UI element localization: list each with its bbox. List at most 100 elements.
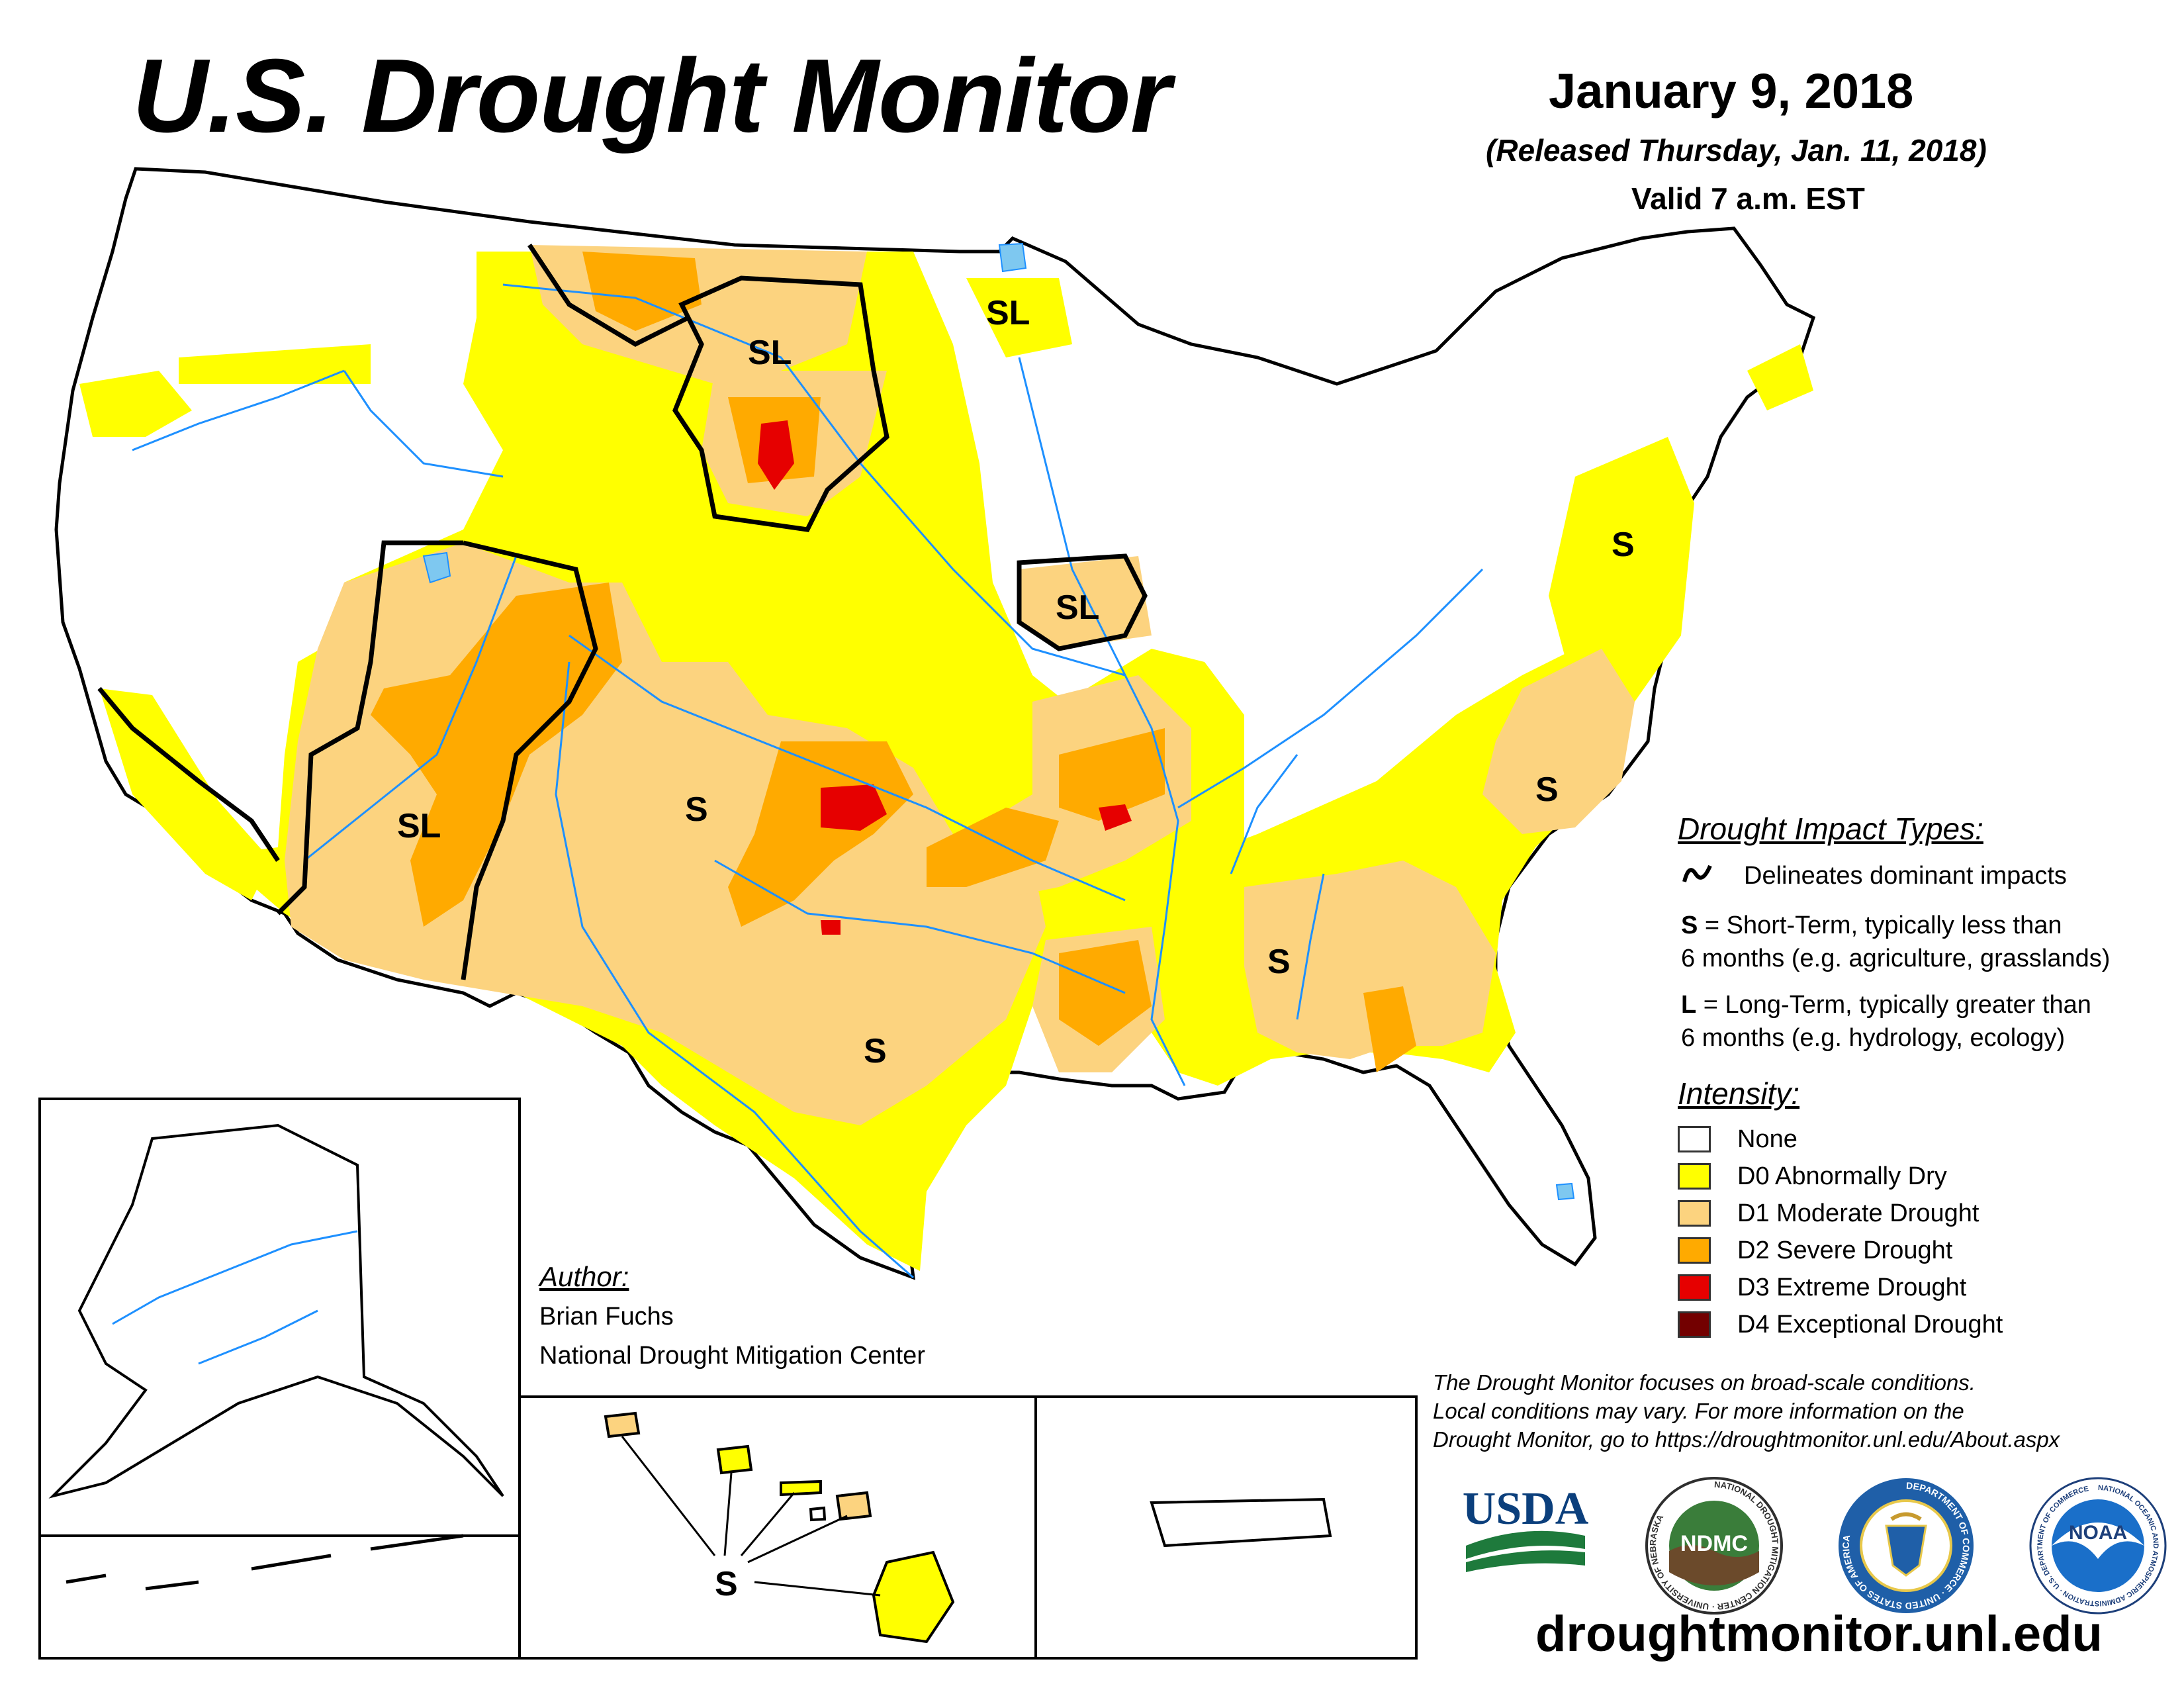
footer-url[interactable]: droughtmonitor.unl.edu xyxy=(1535,1606,2103,1662)
short-term-line-1: S = Short-Term, typically less than xyxy=(1681,912,2062,940)
d0-mid-atlantic xyxy=(1549,437,1694,702)
ohio-river xyxy=(1177,568,1484,809)
boundary-north-plains xyxy=(672,275,889,532)
d1-carolinas xyxy=(1482,649,1635,834)
d1-southeast xyxy=(1244,861,1496,1059)
snake-river xyxy=(343,370,504,478)
legend-label-d1: D1 Moderate Drought xyxy=(1737,1199,1979,1227)
author-name: Brian Fuchs xyxy=(539,1303,674,1331)
swatch-d0 xyxy=(1678,1163,1711,1190)
label-montana: SL xyxy=(748,334,792,372)
puerto-rico-outline xyxy=(1150,1497,1332,1548)
mississippi-river xyxy=(1018,357,1186,1086)
kuskokwim-river xyxy=(198,1309,318,1365)
hawaii-pointers xyxy=(621,1436,881,1597)
label-new-mexico: S xyxy=(685,790,708,829)
yukon-river xyxy=(112,1230,358,1325)
swatch-d3 xyxy=(1678,1274,1711,1301)
commerce-logo: DEPARTMENT OF COMMERCE · UNITED STATES O… xyxy=(1839,1478,1974,1613)
author-org: National Drought Mitigation Center xyxy=(539,1342,925,1370)
d2-montana xyxy=(582,252,702,331)
red-river xyxy=(714,859,1126,994)
boundary-california xyxy=(97,686,280,862)
lake-of-the-woods xyxy=(998,242,1027,273)
alaska-outline xyxy=(48,1123,504,1499)
d0-maine xyxy=(1747,344,1813,410)
d2-louisiana xyxy=(1059,940,1152,1046)
legend-label-d0: D0 Abnormally Dry xyxy=(1737,1162,1947,1190)
rivers xyxy=(132,283,1484,1279)
short-term-line-2: 6 months (e.g. agriculture, grasslands) xyxy=(1681,945,2111,972)
noaa-text: NOAA xyxy=(2069,1522,2127,1544)
molokai xyxy=(780,1479,822,1497)
impact-legend-title: Drought Impact Types: xyxy=(1678,812,1983,846)
tennessee-river xyxy=(1230,754,1298,874)
disclaimer-line-2: Local conditions may vary. For more info… xyxy=(1433,1399,1964,1423)
boundary-iowa xyxy=(1017,553,1148,651)
rio-grande xyxy=(555,661,914,1279)
long-term-line-1: L = Long-Term, typically greater than xyxy=(1681,991,2091,1019)
d2-areas xyxy=(371,252,1416,1072)
disclaimer-line-1: The Drought Monitor focuses on broad-sca… xyxy=(1433,1370,1976,1395)
d3-missouri xyxy=(1099,804,1132,831)
label-north-carolina: S xyxy=(1535,771,1559,809)
legend-item-d4: D4 Exceptional Drought xyxy=(1678,1309,2003,1340)
oahu xyxy=(716,1444,753,1475)
d1-iowa xyxy=(1019,556,1152,649)
impact-boundaries xyxy=(97,244,1148,980)
colorado-river xyxy=(304,555,518,862)
legend-item-d3: D3 Extreme Drought xyxy=(1678,1272,1966,1303)
label-texas: S xyxy=(864,1032,887,1070)
legend-label-none: None xyxy=(1737,1125,1797,1153)
ndmc-text: NDMC xyxy=(1680,1531,1748,1556)
d2-four-corners xyxy=(371,583,622,927)
legend-item-none: None xyxy=(1678,1124,1797,1154)
alaska-rivers xyxy=(112,1230,358,1365)
d0-idaho xyxy=(179,344,371,384)
delineate-symbol-icon xyxy=(1682,865,1712,882)
short-term-text: = Short-Term, typically less than xyxy=(1698,912,2062,939)
intensity-legend-title: Intensity: xyxy=(1678,1076,1800,1111)
legend-label-d4: D4 Exceptional Drought xyxy=(1737,1310,2003,1338)
long-term-line-2: 6 months (e.g. hydrology, ecology) xyxy=(1681,1024,2066,1052)
legend-item-d1: D1 Moderate Drought xyxy=(1678,1198,1979,1229)
long-term-key: L xyxy=(1681,991,1697,1019)
legend-item-d0: D0 Abnormally Dry xyxy=(1678,1161,1947,1192)
label-minnesota: SL xyxy=(986,294,1030,332)
boundary-southwest xyxy=(276,540,598,980)
legend-label-d3: D3 Extreme Drought xyxy=(1737,1273,1967,1301)
author-title: Author: xyxy=(539,1261,629,1292)
label-hawaii: S xyxy=(715,1565,738,1603)
swatch-d2 xyxy=(1678,1237,1711,1264)
d3-oklahoma xyxy=(821,920,841,935)
maui xyxy=(835,1491,872,1521)
usda-logo: USDA xyxy=(1463,1483,1589,1572)
d0-pacific-nw xyxy=(79,371,192,437)
d0-minnesota xyxy=(966,278,1072,357)
lake-okeechobee xyxy=(1555,1182,1575,1201)
legend-label-d2: D2 Severe Drought xyxy=(1737,1236,1953,1264)
label-pennsylvania: S xyxy=(1612,526,1635,564)
lanai xyxy=(809,1506,827,1522)
ndmc-logo: NATIONAL DROUGHT MITIGATION CENTER · UNI… xyxy=(1645,1477,1783,1615)
columbia-river xyxy=(132,369,345,451)
d2-arkansas xyxy=(1059,728,1165,821)
long-term-text: = Long-Term, typically greater than xyxy=(1696,991,2091,1019)
release-date: (Released Thursday, Jan. 11, 2018) xyxy=(1486,133,1987,167)
label-arizona: SL xyxy=(397,807,441,845)
aleutian-islands xyxy=(66,1534,464,1591)
d0-california xyxy=(99,688,271,900)
usda-text: USDA xyxy=(1463,1483,1589,1534)
map-date: January 9, 2018 xyxy=(1549,64,1914,118)
label-iowa: SL xyxy=(1056,588,1099,627)
boundary-montana-west xyxy=(527,244,690,347)
lakes xyxy=(422,242,1575,1201)
d3-areas xyxy=(758,420,1132,935)
noaa-logo: NATIONAL OCEANIC AND ATMOSPHERIC ADMINIS… xyxy=(2029,1477,2167,1615)
d2-georgia xyxy=(1363,986,1416,1072)
kauai xyxy=(604,1411,641,1438)
disclaimer-line-3: Drought Monitor, go to https://droughtmo… xyxy=(1433,1427,2060,1452)
label-mississippi: S xyxy=(1267,943,1291,981)
delineates-text: Delineates dominant impacts xyxy=(1744,862,2067,890)
